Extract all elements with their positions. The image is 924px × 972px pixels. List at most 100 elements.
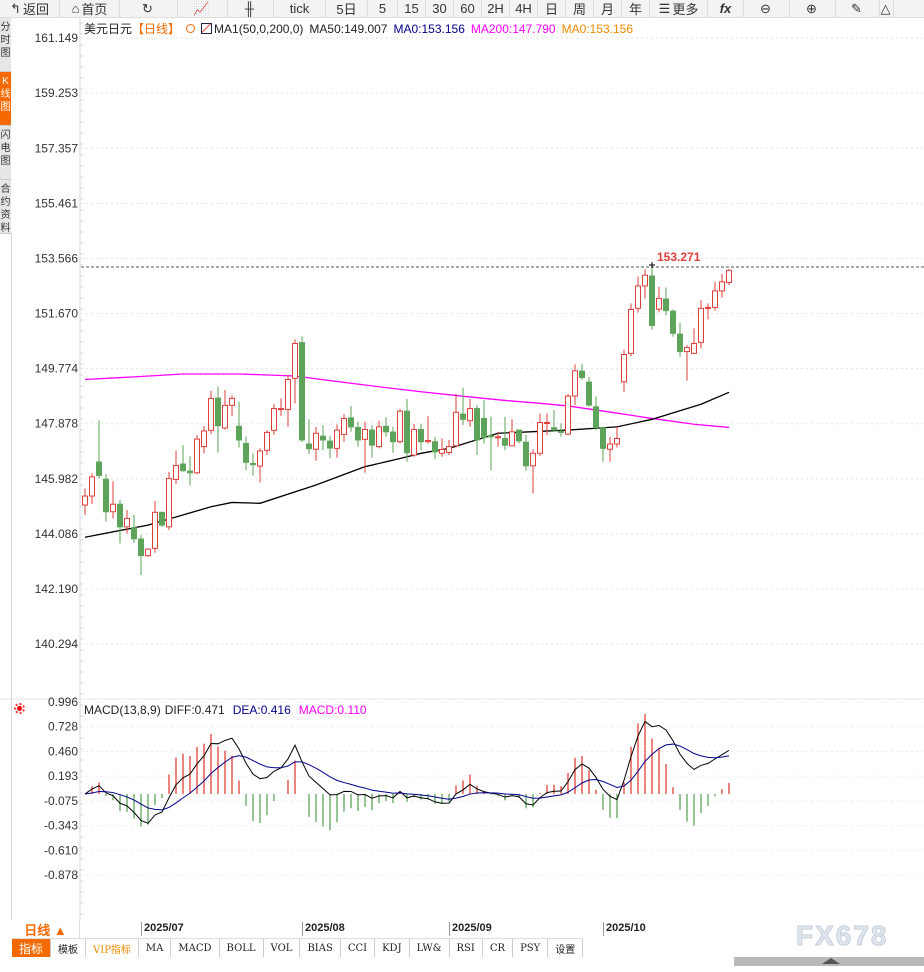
candle-body [509,431,515,447]
toolbar-button-refresh[interactable]: ↻ [120,0,178,18]
candle [96,420,102,479]
date-tick-label: 2025/07 [141,922,184,936]
toolbar-button-更多[interactable]: ☰ 更多 [650,0,708,18]
settings-circle-icon[interactable] [186,24,196,33]
indicator-tab-模板[interactable]: 模板 [51,939,87,957]
indicator-tab-KDJ[interactable]: KDJ [375,939,410,957]
candle [341,414,347,442]
indicator-tab-CR[interactable]: CR [483,939,514,957]
sidebar-tab-2[interactable]: 闪电图 [0,126,11,180]
zoom-in-icon: ⊕ [806,0,817,16]
indicator-tab-设置[interactable]: 设置 [548,939,584,957]
chart-canvas[interactable]: 161.149 159.253 157.357 155.461 153.566 151.6… [0,18,924,920]
indicator-tab-BOLL[interactable]: BOLL [220,939,264,957]
toolbar-button-15[interactable]: 15 [398,0,426,18]
candle [439,438,445,457]
candle-body [334,429,340,449]
candle-body [376,426,382,448]
candle-body [572,370,578,397]
candle [628,303,634,356]
toolbar-button-tick[interactable]: tick [274,0,326,18]
candle-body [110,503,116,513]
candle-body [439,449,445,454]
toolbar-button-line-chart[interactable]: 📈 [178,0,228,18]
candle-body [670,310,676,334]
candle [425,416,431,444]
candle [502,416,508,451]
candle [474,405,480,456]
macd-settings-icon[interactable] [14,703,25,714]
candle-body [502,437,508,446]
candle [404,398,410,462]
candle [145,548,151,557]
indicator-chart-icon[interactable] [201,23,213,34]
candle [355,421,361,447]
toolbar-label: 2H [487,1,504,16]
macd-legend: MACD(13,8,9) DIFF:0.471 DEA:0.416 MACD:0… [84,703,367,717]
candle [656,286,662,313]
sidebar-tab-3[interactable]: 合约资料 [0,180,11,234]
toolbar-button-2H[interactable]: 2H [482,0,510,18]
candle-body [691,342,697,354]
indicator-tab-MACD[interactable]: MACD [171,939,220,957]
toolbar-button-fx[interactable]: fx [708,0,744,18]
candle [719,274,725,298]
sidebar-tab-0[interactable]: 分时图 [0,18,11,72]
candle-body [222,404,228,429]
candle-body [663,298,669,312]
candle-body [166,478,172,528]
indicator-tab-VIP指标[interactable]: VIP指标 [86,939,139,957]
scrollbar[interactable] [734,957,924,966]
toolbar-button-首页[interactable]: ⌂ 首页 [60,0,120,18]
toolbar-label: 返回 [22,2,49,17]
toolbar-button-5[interactable]: 5 [368,0,398,18]
toolbar-button-返回[interactable]: ↰ 返回 [0,0,60,18]
candle [418,423,424,451]
candle [607,436,613,462]
candle [705,303,711,320]
price-tick-label: 144.086 [35,527,79,541]
candle [411,423,417,457]
candle-body [453,411,459,447]
indicator-tab-CCI[interactable]: CCI [341,939,376,957]
ma200-line [84,373,730,429]
candle [453,394,459,448]
sidebar-tab-1[interactable]: K线图 [0,72,11,126]
period-selector[interactable]: 日线 ▲ [12,920,80,938]
toolbar-button-周[interactable]: 周 [566,0,594,18]
candle-body [586,381,592,406]
candle-body [369,429,375,446]
indicator-tab-RSI[interactable]: RSI [450,939,483,957]
indicator-tab-LW&[interactable]: LW& [410,939,450,957]
toolbar-button-zoom-out[interactable]: ⊖ [744,0,790,18]
candle-body [180,463,186,472]
indicator-tab-MA[interactable]: MA [139,939,172,957]
toolbar-button-日[interactable]: 日 [538,0,566,18]
candle [243,436,249,471]
toolbar-button-60[interactable]: 60 [454,0,482,18]
candle-body [362,428,368,440]
toolbar-button-pen[interactable]: ✎ [836,0,880,18]
toolbar-button-年[interactable]: 年 [622,0,650,18]
toolbar-button-candlestick[interactable]: ╫ [228,0,274,18]
candle-body [523,441,529,467]
price-tick-label: 145.982 [35,472,79,486]
candle-body [152,511,158,549]
toolbar-button-月[interactable]: 月 [594,0,622,18]
toolbar-button-triangle[interactable]: △ [880,0,894,18]
candle [334,424,340,458]
indicator-tab-PSY[interactable]: PSY [513,939,549,957]
candle [495,431,501,447]
toolbar-label: 15 [404,1,419,16]
scroll-up-arrow-icon[interactable] [822,958,840,964]
candle-body [621,354,627,383]
candle [397,409,403,444]
indicator-tab-BIAS[interactable]: BIAS [300,939,341,957]
toolbar-button-30[interactable]: 30 [426,0,454,18]
candle [467,398,473,427]
toolbar-button-4H[interactable]: 4H [510,0,538,18]
toolbar-button-zoom-in[interactable]: ⊕ [790,0,836,18]
toolbar-button-5日[interactable]: 5日 [326,0,368,18]
indicator-tab-指标[interactable]: 指标 [12,939,52,957]
indicator-tab-VOL[interactable]: VOL [264,939,301,957]
